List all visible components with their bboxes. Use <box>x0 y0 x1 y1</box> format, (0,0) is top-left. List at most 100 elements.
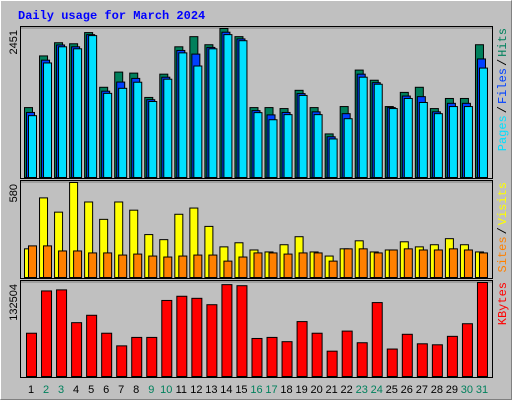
bar <box>148 255 158 278</box>
panel-frame <box>20 280 493 378</box>
bar <box>238 256 248 278</box>
x-tick-label: 17 <box>265 384 277 396</box>
legend: Sites / Visits <box>496 182 510 272</box>
bar <box>401 333 413 377</box>
x-tick-label: 25 <box>386 384 398 396</box>
bar <box>71 322 83 377</box>
bar <box>88 252 98 278</box>
bar <box>463 249 473 278</box>
legend-entry: Visits <box>496 182 510 225</box>
x-tick-label: 16 <box>250 384 262 396</box>
bar <box>463 106 473 178</box>
legend-entry: Files <box>496 68 510 104</box>
bar <box>133 253 143 279</box>
bar <box>223 260 233 279</box>
bar <box>221 284 233 377</box>
bar <box>298 94 308 178</box>
legend: KBytes <box>496 282 510 325</box>
bar <box>161 299 173 378</box>
legend-separator: / <box>496 59 510 66</box>
bar <box>268 119 278 178</box>
panel-frame <box>20 26 493 179</box>
bar <box>193 65 203 178</box>
bar <box>88 35 98 178</box>
bar <box>403 97 413 178</box>
x-tick-label: 27 <box>416 384 428 396</box>
bar <box>176 295 188 377</box>
bar <box>266 336 278 378</box>
bar <box>131 336 143 378</box>
bar <box>116 345 128 377</box>
y-tick-label: 2451 <box>8 30 20 54</box>
bar <box>311 332 323 377</box>
bar <box>328 260 338 279</box>
bar <box>313 252 323 278</box>
bar <box>358 76 368 178</box>
bar <box>118 87 128 178</box>
bar <box>386 348 398 378</box>
bar <box>58 250 68 278</box>
x-tick-label: 4 <box>73 384 79 396</box>
x-tick-label: 20 <box>310 384 322 396</box>
bar <box>433 113 443 178</box>
x-tick-label: 26 <box>401 384 413 396</box>
bar <box>191 297 203 377</box>
x-tick-label: 31 <box>476 384 488 396</box>
x-tick-label: 9 <box>148 384 154 396</box>
bar <box>388 108 398 178</box>
x-tick-label: 24 <box>371 384 383 396</box>
bar <box>461 323 473 377</box>
x-tick-label: 28 <box>431 384 443 396</box>
bar <box>371 302 383 378</box>
bar <box>448 106 458 178</box>
bar <box>148 101 158 178</box>
bar <box>206 304 218 378</box>
x-tick-label: 7 <box>118 384 124 396</box>
bar <box>326 350 338 378</box>
x-tick-label: 19 <box>295 384 307 396</box>
bar <box>178 52 188 178</box>
bar <box>296 321 308 377</box>
bar <box>253 252 263 278</box>
bar <box>433 249 443 278</box>
bar <box>373 83 383 178</box>
bar <box>341 330 353 377</box>
bar <box>388 249 398 278</box>
bar <box>103 252 113 278</box>
bar <box>56 289 68 378</box>
bar <box>208 254 218 279</box>
x-tick-label: 29 <box>446 384 458 396</box>
bar <box>26 332 37 377</box>
bar <box>478 252 488 278</box>
bar <box>253 112 263 178</box>
x-tick-label: 1 <box>28 384 34 396</box>
bar <box>478 67 488 178</box>
y-tick-label: 132504 <box>8 284 20 321</box>
bar <box>118 254 128 279</box>
bar <box>133 81 143 178</box>
x-tick-label: 5 <box>88 384 94 396</box>
bar <box>193 254 203 279</box>
x-tick-label: 23 <box>356 384 368 396</box>
bar <box>281 341 293 378</box>
legend-separator: / <box>496 227 510 234</box>
bar <box>43 245 53 278</box>
x-tick-label: 8 <box>133 384 139 396</box>
bar <box>283 253 293 279</box>
legend-entry: Sites <box>496 236 510 272</box>
bar <box>28 245 37 278</box>
x-tick-label: 11 <box>176 384 187 396</box>
legend-entry: Pages <box>496 115 510 151</box>
x-tick-label: 14 <box>220 384 232 396</box>
x-tick-label: 18 <box>280 384 292 396</box>
x-tick-label: 21 <box>326 384 338 396</box>
bar <box>41 290 53 378</box>
bar <box>268 252 278 278</box>
bar <box>146 336 158 378</box>
x-tick-label: 30 <box>461 384 473 396</box>
x-tick-label: 3 <box>58 384 64 396</box>
bar <box>178 255 188 278</box>
bar <box>343 248 353 279</box>
